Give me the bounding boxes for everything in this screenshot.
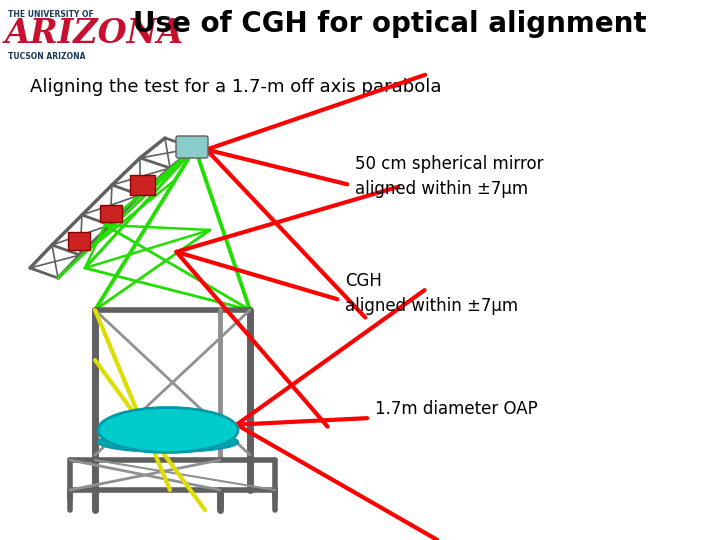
Text: TUCSON ARIZONA: TUCSON ARIZONA (8, 52, 86, 61)
Ellipse shape (98, 408, 238, 453)
Text: ARIZONA: ARIZONA (5, 17, 184, 50)
Ellipse shape (98, 432, 238, 452)
Text: Aligning the test for a 1.7-m off axis parabola: Aligning the test for a 1.7-m off axis p… (30, 78, 441, 96)
Text: Use of CGH for optical alignment: Use of CGH for optical alignment (133, 10, 647, 38)
Text: 50 cm spherical mirror
aligned within ±7μm: 50 cm spherical mirror aligned within ±7… (355, 155, 544, 198)
Text: CGH
aligned within ±7μm: CGH aligned within ±7μm (345, 272, 518, 315)
Polygon shape (130, 175, 155, 195)
Text: THE UNIVERSITY OF: THE UNIVERSITY OF (8, 10, 94, 19)
Polygon shape (68, 232, 90, 250)
Polygon shape (100, 205, 122, 222)
FancyBboxPatch shape (176, 136, 208, 158)
Text: .: . (8, 48, 12, 62)
Text: 1.7m diameter OAP: 1.7m diameter OAP (375, 400, 538, 418)
